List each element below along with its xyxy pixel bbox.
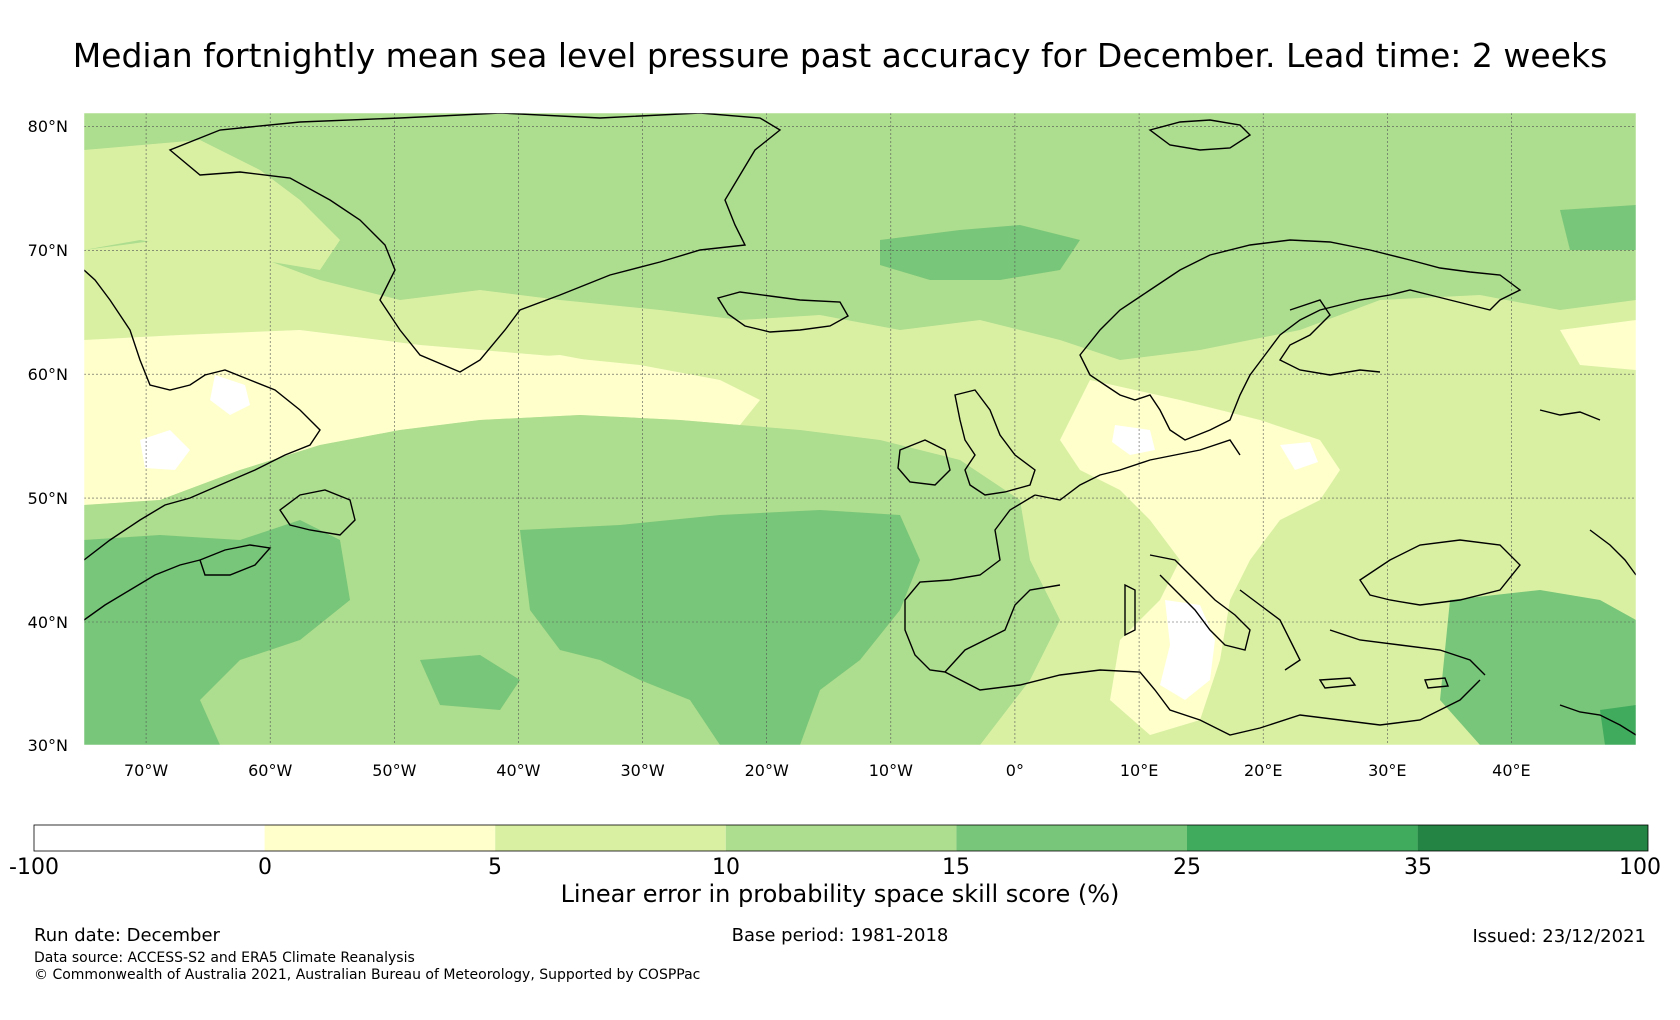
region-neg-baltic	[1112, 425, 1155, 455]
colorbar-tick-label: 15	[942, 855, 970, 880]
lon-label: 40°E	[1492, 761, 1530, 780]
lat-label: 30°N	[28, 736, 68, 755]
lon-label: 40°W	[496, 761, 540, 780]
lon-label: 30°E	[1368, 761, 1406, 780]
coast-cyprus	[1424, 677, 1449, 689]
coast-north-africa	[944, 669, 1481, 736]
lat-label: 60°N	[28, 365, 68, 384]
colorbar-segment	[34, 825, 265, 851]
region-north-10-15	[84, 113, 1636, 360]
region-east-15-25	[1560, 205, 1636, 250]
base-period: Base period: 1981-2018	[731, 925, 949, 946]
colorbar-tick-label: 100	[1619, 855, 1661, 880]
coast-labrador	[84, 269, 321, 561]
coast-corsica	[1124, 583, 1136, 637]
map-title: Median fortnightly mean sea level pressu…	[72, 36, 1608, 75]
lon-label: 30°W	[621, 761, 665, 780]
region-patch-15-25	[420, 655, 520, 710]
coast-greenland	[168, 113, 782, 373]
map-panel	[84, 113, 1636, 745]
lon-label: 20°E	[1244, 761, 1282, 780]
region-neg-hudson	[210, 375, 250, 415]
lat-label: 80°N	[28, 117, 68, 136]
lat-labels: 80°N 70°N 60°N 50°N 40°N 30°N	[28, 117, 68, 755]
coast-baltic-inner	[1278, 299, 1381, 376]
region-europe-0-5	[1060, 380, 1340, 735]
data-source: Data source: ACCESS-S2 and ERA5 Climate …	[34, 950, 415, 966]
coast-britain	[954, 389, 1036, 496]
region-east-med-15-25	[1440, 590, 1636, 745]
coast-balkans	[1239, 589, 1301, 671]
colorbar-segment	[495, 825, 726, 851]
run-date: Run date: December	[34, 925, 220, 946]
colorbar-tick-label: 0	[258, 855, 272, 880]
colorbar	[33, 824, 1649, 852]
coast-scandinavia	[1079, 239, 1522, 441]
region-mid-0-5	[480, 355, 660, 405]
coast-black-sea	[1359, 539, 1521, 606]
coast-east-europe	[1539, 409, 1636, 576]
colorbar-tick-label: -100	[9, 855, 59, 880]
colorbar-title: Linear error in probability space skill …	[560, 880, 1120, 908]
issued-date: Issued: 23/12/2021	[1472, 926, 1646, 947]
lat-label: 70°N	[28, 241, 68, 260]
gridlines	[84, 113, 1636, 745]
coast-newfoundland	[279, 489, 356, 536]
region-25-35	[1600, 705, 1636, 745]
lon-label: 60°W	[248, 761, 292, 780]
lon-label: 50°W	[372, 761, 416, 780]
region-north-15-25	[880, 225, 1080, 280]
region-neg-labrador	[140, 430, 190, 470]
region-central-15-25	[520, 510, 920, 745]
lon-label: 0°	[1006, 761, 1024, 780]
lat-label: 50°N	[28, 489, 68, 508]
colorbar-tick-label: 25	[1173, 855, 1201, 880]
coast-northeast-us	[84, 559, 201, 621]
coast-crete	[1318, 677, 1357, 689]
colorbar-tick-label: 5	[488, 855, 502, 880]
region-greenland-5-10	[84, 140, 340, 270]
coast-turkey	[1329, 629, 1486, 676]
coastlines	[84, 113, 1636, 736]
colorbar-segment	[725, 825, 957, 851]
lon-label: 10°E	[1120, 761, 1158, 780]
lon-label: 20°W	[745, 761, 789, 780]
region-west-15-25	[84, 520, 350, 745]
colorbar-outline	[33, 824, 1649, 852]
region-neg-italy	[1160, 600, 1215, 700]
coast-nova-scotia	[199, 544, 272, 576]
colorbar-tick-label: 10	[712, 855, 740, 880]
coast-iceland	[716, 291, 849, 333]
coast-ireland	[897, 439, 951, 486]
coast-svalbard	[1148, 119, 1252, 151]
coast-italy	[1149, 554, 1251, 651]
map-frame	[83, 112, 1637, 746]
region-east-0-5	[1560, 320, 1636, 370]
coast-caspian	[1559, 704, 1636, 736]
lon-label: 70°W	[124, 761, 168, 780]
colorbar-segment	[264, 825, 496, 851]
coast-iberia-france	[904, 439, 1241, 673]
lon-label: 10°W	[869, 761, 913, 780]
lat-label: 40°N	[28, 613, 68, 632]
colorbar-segment	[1187, 825, 1418, 851]
region-neg-poland	[1280, 442, 1318, 470]
lon-labels: 70°W 60°W 50°W 40°W 30°W 20°W 10°W 0° 10…	[124, 761, 1531, 780]
skill-regions	[84, 113, 1636, 745]
colorbar-tick-label: 35	[1404, 855, 1432, 880]
copyright: © Commonwealth of Australia 2021, Austra…	[34, 967, 701, 983]
colorbar-segment	[1417, 825, 1648, 851]
colorbar-segment	[956, 825, 1187, 851]
